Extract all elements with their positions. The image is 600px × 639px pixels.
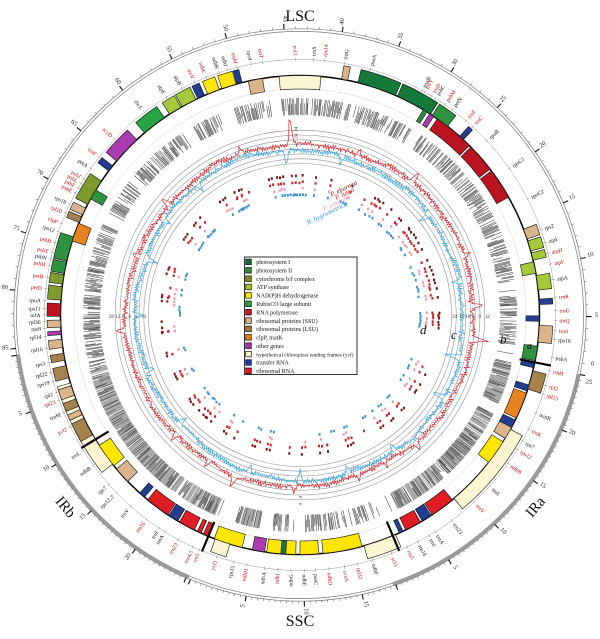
svg-text:RNA polymerase: RNA polymerase <box>256 310 298 316</box>
svg-text:rpoA: rpoA <box>29 298 41 305</box>
svg-text:ribosomal proteins (SSU): ribosomal proteins (SSU) <box>256 318 317 325</box>
svg-text:clpP, matK: clpP, matK <box>256 336 283 342</box>
svg-text:rpl36: rpl36 <box>29 320 41 326</box>
svg-text:photosystem I: photosystem I <box>256 260 290 266</box>
svg-text:10: 10 <box>587 251 595 259</box>
svg-text:a: a <box>527 341 532 352</box>
svg-text:rps16: rps16 <box>558 338 571 345</box>
svg-text:infA: infA <box>30 312 40 319</box>
svg-text:ATP synthase: ATP synthase <box>256 285 289 291</box>
svg-text:LSC: LSC <box>285 8 314 25</box>
svg-text:other genes: other genes <box>256 344 284 350</box>
svg-text:d: d <box>420 322 427 337</box>
svg-text:ycf3: ycf3 <box>291 45 298 55</box>
svg-text:18: 18 <box>466 315 471 320</box>
svg-text:ndhI: ndhI <box>275 573 282 584</box>
svg-text:cytochrome b/f complex: cytochrome b/f complex <box>256 276 315 283</box>
svg-text:trnQ: trnQ <box>559 318 569 324</box>
svg-text:ndhE: ndhE <box>301 574 307 586</box>
svg-text:transfer RNA: transfer RNA <box>256 360 289 367</box>
svg-text:ndhG: ndhG <box>288 574 294 587</box>
svg-text:b: b <box>500 332 507 347</box>
svg-text:80: 80 <box>1 284 8 292</box>
svg-text:24: 24 <box>453 315 458 320</box>
svg-text:28: 28 <box>109 315 114 320</box>
svg-text:SSC: SSC <box>286 613 314 630</box>
svg-text:rps11: rps11 <box>28 306 41 312</box>
svg-text:85: 85 <box>2 344 9 352</box>
svg-text:12: 12 <box>116 315 121 320</box>
svg-text:24: 24 <box>294 133 299 138</box>
svg-text:12: 12 <box>485 315 490 320</box>
svg-text:trnG: trnG <box>559 308 569 314</box>
svg-text:40: 40 <box>338 18 346 25</box>
svg-text:RubisCO large subunit: RubisCO large subunit <box>256 302 311 308</box>
svg-text:trnR: trnR <box>559 294 570 301</box>
svg-text:trnS: trnS <box>312 46 318 56</box>
svg-text:c: c <box>451 327 457 342</box>
svg-text:ribosomal proteins (LSU): ribosomal proteins (LSU) <box>256 326 318 333</box>
svg-text:rps14: rps14 <box>323 44 330 57</box>
svg-text:trnS: trnS <box>559 329 569 336</box>
svg-text:psaC: psaC <box>312 574 319 586</box>
svg-text:24: 24 <box>294 126 299 131</box>
svg-text:rps8: rps8 <box>31 327 41 334</box>
svg-text:5: 5 <box>595 312 598 319</box>
svg-text:rpl14: rpl14 <box>29 335 41 342</box>
svg-text:hypothetical chloroplast readi: hypothetical chloroplast reading frames … <box>256 351 353 358</box>
svg-text:NAD(P)H dehydrogenase: NAD(P)H dehydrogenase <box>256 293 318 300</box>
svg-text:photosystem II: photosystem II <box>256 269 292 275</box>
svg-text:ribosomal RNA: ribosomal RNA <box>256 369 295 375</box>
svg-text:petD: petD <box>31 285 42 292</box>
